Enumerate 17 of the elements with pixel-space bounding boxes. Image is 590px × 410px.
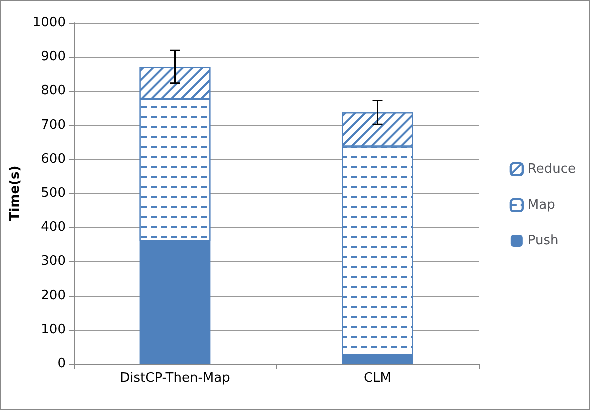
y-tick-label: 100 bbox=[41, 322, 66, 338]
y-tick-label: 600 bbox=[41, 152, 66, 167]
y-tick-label: 1000 bbox=[32, 16, 66, 30]
y-axis-title: Time(s) bbox=[8, 166, 23, 222]
legend-label: Map bbox=[528, 198, 556, 213]
y-tick-label: 700 bbox=[41, 118, 66, 133]
y-tick-label: 0 bbox=[58, 356, 66, 372]
y-tick-label: 800 bbox=[41, 84, 66, 99]
y-tick-label: 500 bbox=[41, 186, 66, 201]
x-tick-label: CLM bbox=[364, 371, 392, 386]
y-tick-label: 300 bbox=[41, 254, 66, 270]
legend-label: Push bbox=[528, 234, 559, 248]
y-tick-label: 200 bbox=[41, 288, 66, 304]
y-tick-label: 900 bbox=[41, 50, 66, 65]
legend-label: Reduce bbox=[528, 162, 576, 177]
x-tick-label: DistCP-Then-Map bbox=[120, 371, 230, 386]
y-tick-label: 400 bbox=[41, 220, 66, 236]
